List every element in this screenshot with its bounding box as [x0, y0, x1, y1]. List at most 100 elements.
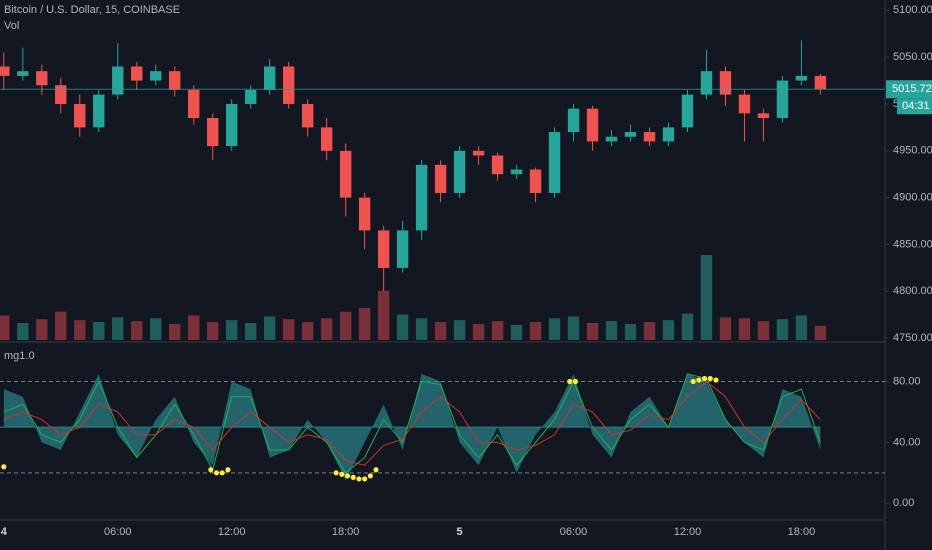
candle-body [453, 150, 466, 193]
volume-bar [396, 314, 409, 340]
volume-bar [93, 322, 105, 340]
signal-dot [362, 476, 368, 482]
signal-dot [1, 464, 7, 470]
countdown-box [897, 98, 932, 115]
volume-bar [339, 311, 352, 340]
volume-bar [548, 318, 561, 340]
volume-bar [207, 322, 219, 340]
candle-body [719, 71, 732, 95]
candle-body [377, 230, 390, 268]
volume-bar [17, 323, 29, 340]
candle-body [188, 89, 200, 119]
volume-bar [738, 318, 751, 340]
candle-body [93, 94, 105, 128]
candle-body [282, 66, 295, 104]
candle-body [548, 132, 561, 193]
volume-bar [188, 315, 200, 340]
candle-body [472, 150, 485, 156]
volume-bar [169, 323, 181, 340]
last-price-label: 5015.72 [892, 83, 932, 95]
signal-dot [208, 467, 214, 473]
x-tick-label: 12:00 [218, 526, 246, 538]
volume-bar [377, 290, 390, 340]
candle-body [207, 118, 219, 147]
volume-bar [814, 325, 827, 340]
x-tick-label: 12:00 [674, 526, 702, 538]
volume-bar [434, 322, 447, 340]
signal-dot [367, 473, 373, 479]
candle-body [814, 75, 827, 90]
candle-body [643, 132, 656, 142]
volume-bar [605, 321, 618, 340]
x-tick-label: 18:00 [788, 526, 816, 538]
candle-body [169, 71, 181, 90]
signal-dot [333, 470, 339, 476]
volume-bar [529, 322, 542, 340]
candle-body [605, 136, 618, 142]
volume-bar [510, 324, 523, 340]
volume-bar [719, 317, 732, 340]
x-tick-label: 5 [457, 526, 463, 538]
countdown-label: 04:31 [902, 100, 930, 112]
volume-bar [301, 322, 314, 340]
volume-bar [74, 320, 86, 340]
candle-body [0, 66, 10, 76]
volume-bar [320, 318, 333, 340]
y-tick-label: 4850.00 [893, 238, 932, 250]
volume-bar [244, 323, 257, 340]
volume-bar [586, 323, 599, 340]
signal-dot [690, 378, 696, 385]
volume-bar [0, 315, 10, 340]
candle-body [301, 103, 314, 128]
last-price-box [886, 80, 932, 99]
indicator-title: mg1.0 [4, 350, 35, 362]
candle-body [757, 113, 770, 119]
volume-bar [112, 317, 124, 340]
signal-dot [344, 473, 351, 479]
y-tick-label: 4750.00 [893, 332, 932, 344]
candle-body [55, 85, 67, 104]
signal-dot [572, 378, 579, 385]
volume-bar [795, 315, 808, 340]
candle-body [776, 80, 789, 119]
candle-body [529, 169, 542, 193]
signal-dot [567, 378, 573, 385]
volume-bar [415, 318, 428, 340]
candle-body [396, 230, 409, 268]
volume-bar [700, 255, 713, 340]
volume-bar [776, 319, 789, 340]
volume-bar [150, 318, 162, 340]
symbol-title: Bitcoin / U.S. Dollar, 15, COINBASE [4, 4, 180, 16]
y-tick-label: 4800.00 [893, 285, 932, 297]
candle-body [795, 75, 808, 81]
volume-bar [225, 320, 238, 340]
volume-bar [472, 323, 485, 340]
signal-dot [339, 471, 345, 477]
candle-body [112, 66, 124, 95]
volume-bar [131, 321, 143, 340]
signal-dot [707, 375, 713, 382]
volume-bar [643, 322, 656, 340]
volume-bar [55, 311, 67, 340]
y-tick-label: 0.00 [893, 497, 914, 509]
signal-dot [213, 470, 220, 476]
y-tick-label: 4900.00 [893, 192, 932, 204]
y-tick-label: 4950.00 [893, 145, 932, 157]
signal-dot [350, 474, 356, 480]
volume-bar [491, 321, 504, 340]
candle-body [586, 108, 599, 142]
volume-bar [282, 319, 295, 340]
candle-body [567, 108, 580, 133]
candle-body [74, 103, 86, 128]
y-tick-label: 80.00 [893, 375, 921, 387]
volume-bar [36, 319, 48, 340]
volume-bar [263, 316, 276, 340]
volume-label: Vol [4, 20, 19, 32]
candle-body [510, 169, 523, 175]
x-tick-label: 06:00 [560, 526, 588, 538]
signal-dot [356, 476, 362, 482]
candle-body [491, 155, 504, 175]
candle-body [17, 71, 29, 76]
y-tick-label: 5050.00 [893, 51, 932, 63]
